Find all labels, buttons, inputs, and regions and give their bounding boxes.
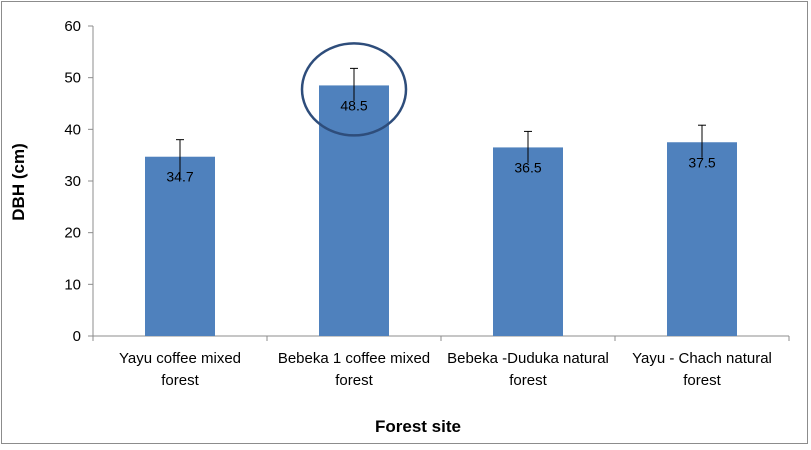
data-label: 34.7 (166, 169, 193, 185)
category-label: forest (161, 372, 199, 389)
chart-frame: 0 10 20 30 40 50 60 34.7 48.5 36.5 37.5 Yayu coff… (1, 1, 808, 444)
bars (145, 85, 737, 337)
category-label: forest (509, 372, 547, 389)
bar (667, 142, 737, 336)
y-tick-label: 10 (64, 276, 81, 293)
category-label: forest (683, 372, 721, 389)
data-label: 37.5 (688, 154, 715, 170)
highlight-circle (300, 42, 408, 137)
bar (319, 85, 389, 337)
x-axis-title: Forest site (375, 417, 461, 436)
error-bars (176, 67, 706, 179)
y-tick-label: 30 (64, 173, 81, 190)
category-label: Bebeka 1 coffee mixed (278, 350, 430, 367)
data-label: 36.5 (514, 159, 541, 175)
y-tick-label: 0 (73, 328, 81, 345)
y-tick-label: 40 (64, 121, 81, 138)
category-label: forest (335, 372, 373, 389)
category-labels: Yayu coffee mixed forest Bebeka 1 coffee m… (119, 350, 772, 389)
y-tick-label: 20 (64, 225, 81, 242)
y-tick-label: 60 (64, 18, 81, 35)
category-label: Bebeka -Duduka natural (447, 350, 609, 367)
category-label: Yayu coffee mixed (119, 350, 241, 367)
bar-chart: 0 10 20 30 40 50 60 34.7 48.5 36.5 37.5 Yayu coff… (9, 18, 790, 436)
y-tick-label: 50 (64, 70, 81, 87)
bar (493, 147, 563, 336)
y-axis-title: DBH (cm) (9, 143, 28, 220)
x-axis (92, 335, 790, 341)
data-labels: 34.7 48.5 36.5 37.5 (166, 42, 716, 185)
y-axis: 0 10 20 30 40 50 60 (64, 18, 94, 345)
bar (145, 156, 215, 336)
category-label: Yayu - Chach natural (632, 350, 772, 367)
data-label: 48.5 (340, 97, 367, 113)
